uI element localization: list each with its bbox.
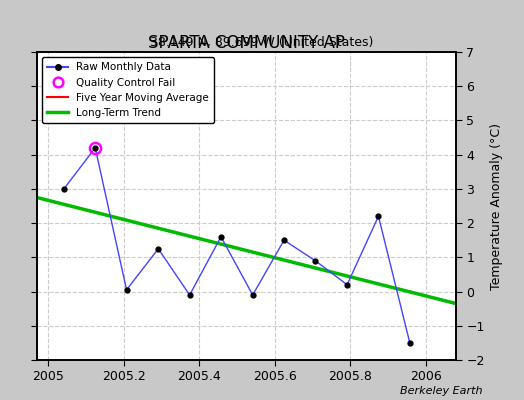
- Text: 38.149 N, 89.699 W (United States): 38.149 N, 89.699 W (United States): [150, 36, 374, 49]
- Title: SPARTA COMMUNITY AP: SPARTA COMMUNITY AP: [148, 34, 345, 52]
- Y-axis label: Temperature Anomaly (°C): Temperature Anomaly (°C): [490, 122, 503, 290]
- Text: Berkeley Earth: Berkeley Earth: [400, 386, 482, 396]
- Legend: Raw Monthly Data, Quality Control Fail, Five Year Moving Average, Long-Term Tren: Raw Monthly Data, Quality Control Fail, …: [42, 57, 214, 123]
